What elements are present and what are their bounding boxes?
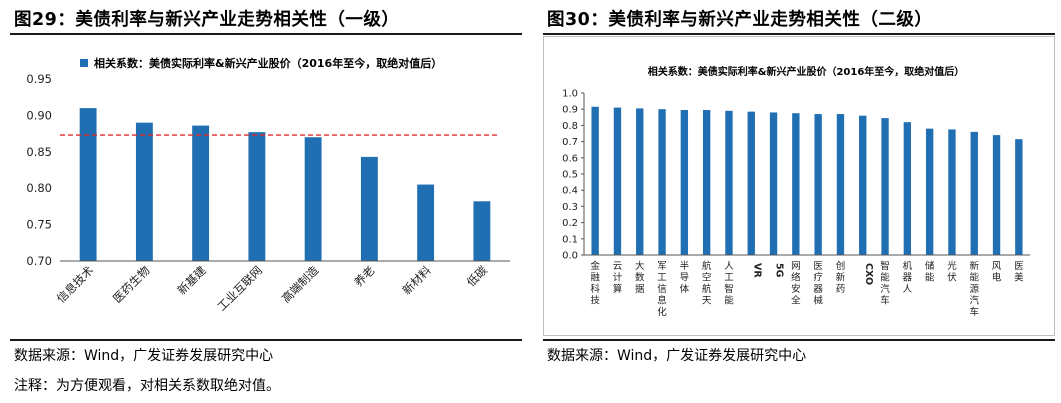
bar bbox=[417, 184, 435, 261]
bar bbox=[992, 135, 1001, 255]
bar bbox=[792, 113, 800, 255]
bar bbox=[702, 110, 711, 255]
y-tick-label: 0.5 bbox=[562, 170, 578, 181]
y-tick-label: 0.9 bbox=[562, 105, 578, 116]
x-tick-label: 医美 bbox=[1014, 261, 1024, 284]
y-tick-label: 0.85 bbox=[26, 145, 52, 159]
y-tick-label: 0.1 bbox=[562, 234, 578, 245]
bar bbox=[970, 131, 978, 255]
x-tick-label: VR bbox=[751, 263, 762, 278]
y-tick-label: 1.0 bbox=[562, 89, 578, 100]
y-tick-label: 0.7 bbox=[562, 137, 578, 148]
figure-29-title: 图29：美债利率与新兴产业走势相关性（一级） bbox=[14, 10, 400, 30]
bar bbox=[360, 156, 378, 261]
bar bbox=[591, 106, 599, 256]
y-tick-label: 0.8 bbox=[562, 121, 578, 132]
figure-30-title: 图30：美债利率与新兴产业走势相关性（二级） bbox=[547, 10, 933, 30]
title-rule bbox=[10, 33, 522, 35]
x-tick-label: 军工信息化 bbox=[657, 261, 667, 318]
x-tick-label: 光伏 bbox=[947, 260, 957, 284]
legend-label: 相关系数：美债实际利率&新兴产业股价（2016年至今，取绝对值后） bbox=[648, 65, 965, 78]
bar bbox=[814, 114, 822, 255]
x-tick-label: 半导体 bbox=[680, 260, 690, 295]
bar bbox=[925, 128, 934, 255]
bar bbox=[248, 132, 266, 261]
x-tick-label: 新材料 bbox=[399, 263, 434, 298]
figure-29-plot-area: 相关系数：美债实际利率&新兴产业股价（2016年至今，取绝对值后） 0.70 0.7… bbox=[10, 36, 522, 336]
bar bbox=[1015, 139, 1023, 255]
y-tick-label: 0.75 bbox=[26, 218, 52, 232]
bar bbox=[680, 110, 689, 255]
x-tick-label: 工业互联网 bbox=[214, 263, 265, 314]
bar bbox=[836, 114, 845, 255]
source-rule bbox=[543, 339, 1055, 341]
x-tick-label: 人工智能 bbox=[724, 261, 734, 307]
x-tick-label: 机器人 bbox=[903, 260, 913, 295]
source-rule bbox=[10, 339, 522, 341]
x-tick-label: 新基建 bbox=[174, 263, 209, 298]
title-rule bbox=[543, 33, 1055, 35]
x-tick-label: 智能汽车 bbox=[880, 260, 890, 307]
x-tick-label: 大数据 bbox=[635, 260, 645, 295]
figure-30-plot-area: 相关系数：美债实际利率&新兴产业股价（2016年至今，取绝对值后） 0.0 0.1 0… bbox=[543, 36, 1055, 336]
x-tick-label: 网络安全 bbox=[791, 261, 801, 307]
x-tick-label: 医药生物 bbox=[110, 263, 152, 305]
x-tick-label: 云计算 bbox=[613, 261, 623, 295]
bar bbox=[79, 108, 97, 262]
y-tick-label: 0.95 bbox=[26, 72, 52, 86]
x-tick-label: 5G bbox=[774, 263, 785, 278]
y-tick-label: 0.70 bbox=[26, 254, 52, 268]
bar bbox=[304, 137, 322, 261]
bar bbox=[948, 129, 956, 255]
x-tick-label: 低碳 bbox=[464, 263, 491, 290]
y-tick-label: 0.3 bbox=[562, 202, 578, 213]
figure-29-source: 数据来源：Wind，广发证券发展研究中心 bbox=[14, 348, 274, 364]
y-tick-label: 0.6 bbox=[562, 153, 578, 164]
bar bbox=[658, 109, 666, 255]
y-tick-label: 0.0 bbox=[562, 251, 578, 262]
figure-30-source: 数据来源：Wind，广发证券发展研究中心 bbox=[547, 348, 807, 364]
figure-29-panel: 图29：美债利率与新兴产业走势相关性（一级） 相关系数：美债实际利率&新兴产业股… bbox=[0, 0, 528, 403]
x-tick-label: 储能 bbox=[925, 260, 935, 284]
bar bbox=[636, 108, 644, 255]
figure-29-note: 注释：为方便观看，对相关系数取绝对值。 bbox=[14, 378, 280, 394]
x-tick-label: 航空航天 bbox=[702, 260, 712, 307]
x-tick-label: 创新药 bbox=[836, 260, 846, 295]
bar bbox=[881, 118, 889, 255]
bar bbox=[747, 111, 755, 255]
y-tick-label: 0.2 bbox=[562, 218, 578, 229]
figure-29-chart: 相关系数：美债实际利率&新兴产业股价（2016年至今，取绝对值后） 0.70 0.7… bbox=[26, 56, 510, 314]
bar bbox=[613, 107, 622, 255]
bar bbox=[192, 125, 210, 261]
legend-label: 相关系数：美债实际利率&新兴产业股价（2016年至今，取绝对值后） bbox=[94, 56, 442, 70]
x-tick-label: 高端制造 bbox=[279, 263, 322, 306]
figure-30-chart: 相关系数：美债实际利率&新兴产业股价（2016年至今，取绝对值后） 0.0 0.1 0… bbox=[562, 65, 1030, 318]
bar bbox=[473, 201, 491, 261]
x-tick-label: 金融科技 bbox=[590, 260, 600, 307]
bar bbox=[725, 110, 733, 255]
bar bbox=[135, 122, 153, 262]
figure-30-panel: 图30：美债利率与新兴产业走势相关性（二级） 相关系数：美债实际利率&新兴产业股… bbox=[533, 0, 1061, 403]
legend-swatch bbox=[80, 59, 88, 67]
y-tick-label: 0.80 bbox=[26, 181, 52, 195]
bar bbox=[859, 115, 867, 256]
y-tick-label: 0.90 bbox=[26, 108, 52, 122]
x-tick-label: 医疗器械 bbox=[813, 261, 823, 307]
x-tick-label: 风电 bbox=[992, 261, 1002, 284]
x-tick-label: CXO bbox=[863, 263, 874, 285]
x-tick-label: 信息技术 bbox=[54, 263, 97, 306]
x-tick-label: 新能源汽车 bbox=[969, 260, 979, 318]
y-tick-label: 0.4 bbox=[562, 186, 578, 197]
bar bbox=[769, 112, 778, 255]
x-tick-label: 养老 bbox=[351, 263, 377, 289]
bar bbox=[903, 122, 912, 255]
